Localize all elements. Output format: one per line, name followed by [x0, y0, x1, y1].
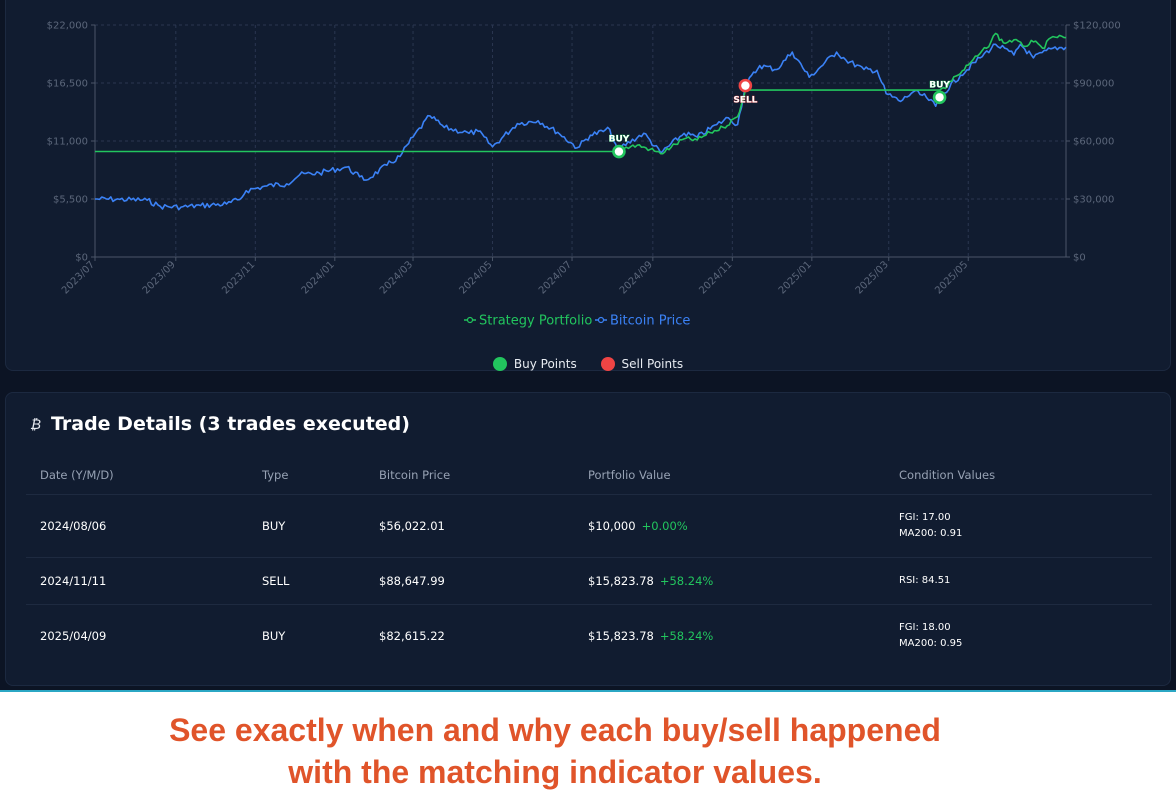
table-row[interactable]: 2025/04/09 BUY $82,615.22 $15,823.78 +58.…: [26, 605, 1152, 668]
sell-marker: [738, 78, 753, 93]
series-legend[interactable]: Strategy Portfolio Bitcoin Price: [464, 314, 690, 329]
trade-portfolio-change: +58.24%: [659, 629, 714, 643]
x-tick-label: 2025/03: [854, 259, 891, 296]
trade-portfolio-value: $15,823.78: [588, 629, 654, 643]
x-tick-label: 2024/07: [537, 259, 574, 296]
legend-portfolio-label[interactable]: Strategy Portfolio: [479, 314, 592, 329]
column-header-condition-values: Condition Values: [885, 456, 1152, 495]
trade-portfolio-value: $10,000: [588, 519, 636, 533]
trade-date: 2024/11/11: [26, 557, 248, 605]
legend-bitcoin-label[interactable]: Bitcoin Price: [610, 314, 690, 329]
table-row[interactable]: 2024/08/06 BUY $56,022.01 $10,000 +0.00% …: [26, 494, 1152, 558]
trade-conditions: FGI: 17.00 MA200: 0.91: [885, 494, 1152, 558]
x-tick-label: 2024/11: [697, 259, 734, 296]
caption-line-2: with the matching indicator values.: [288, 754, 822, 790]
x-tick-label: 2024/05: [457, 259, 494, 296]
x-tick-label: 2023/11: [220, 259, 257, 296]
chart-axes: $0 $0 $5,500 $30,000 $11,000 $60,000 $16,500 $9…: [47, 21, 1121, 297]
y-left-tick-label: $5,500: [53, 195, 88, 206]
chart-grid: [94, 24, 1066, 258]
x-tick-label: 2024/09: [618, 259, 655, 296]
trade-type: SELL: [248, 557, 365, 605]
chart-markers: BUY SELL BUY: [608, 78, 951, 159]
trade-portfolio-value: $15,823.78: [588, 574, 654, 588]
y-left-tick-label: $11,000: [47, 137, 88, 148]
condition-value: MA200: 0.95: [899, 638, 963, 649]
sell-points-label: Sell Points: [621, 357, 684, 371]
caption-line-1: See exactly when and why each buy/sell h…: [169, 712, 941, 748]
y-left-tick-label: $22,000: [47, 21, 88, 32]
sell-marker-label: SELL: [733, 96, 757, 106]
column-header-date: Date (Y/M/D): [26, 456, 248, 495]
table-header-row: Date (Y/M/D) Type Bitcoin Price Portfoli…: [26, 456, 1152, 495]
x-tick-label: 2023/07: [60, 259, 97, 296]
trade-conditions: FGI: 18.00 MA200: 0.95: [885, 605, 1152, 668]
trade-type: BUY: [262, 629, 286, 643]
buy-marker-label: BUY: [609, 135, 630, 145]
trade-conditions: RSI: 84.51: [885, 557, 1152, 605]
y-left-tick-label: $16,500: [47, 79, 88, 90]
y-right-tick-label: $30,000: [1073, 195, 1114, 206]
trade-type: BUY: [248, 494, 365, 558]
bitcoin-icon: ₿: [30, 416, 41, 433]
trade-date: 2025/04/09: [40, 629, 107, 643]
buy-marker: [612, 144, 626, 159]
x-tick-label: 2024/01: [300, 259, 337, 296]
points-legend: Buy Points Sell Points: [0, 357, 1176, 374]
condition-value: FGI: 17.00: [899, 512, 951, 523]
x-tick-label: 2023/09: [141, 259, 178, 296]
y-left-tick-label: $0: [75, 253, 88, 264]
column-header-portfolio-value: Portfolio Value: [574, 456, 885, 495]
sell-points-legend[interactable]: Sell Points: [600, 357, 684, 371]
condition-value: FGI: 18.00: [899, 622, 951, 633]
promo-caption: See exactly when and why each buy/sell h…: [0, 709, 1110, 793]
trade-bitcoin-price: $88,647.99: [365, 557, 574, 605]
app-frame: $0 $0 $5,500 $30,000 $11,000 $60,000 $16,500 $9…: [0, 0, 1176, 692]
x-tick-label: 2024/03: [378, 259, 415, 296]
chart-series: [95, 32, 1067, 211]
trade-details-title: Trade Details (3 trades executed): [51, 413, 410, 435]
trade-portfolio-cell: $15,823.78 +58.24%: [574, 557, 885, 605]
y-right-tick-label: $60,000: [1073, 137, 1114, 148]
trade-portfolio-cell: $15,823.78 +58.24%: [574, 605, 885, 668]
trade-details-header: ₿ Trade Details (3 trades executed): [30, 413, 410, 435]
buy-points-legend[interactable]: Buy Points: [492, 357, 577, 371]
x-tick-label: 2025/01: [777, 259, 814, 296]
performance-chart: $0 $0 $5,500 $30,000 $11,000 $60,000 $16,500 $9…: [47, 21, 1121, 329]
y-right-tick-label: $90,000: [1073, 79, 1114, 90]
trade-portfolio-change: +58.24%: [659, 574, 714, 588]
trade-portfolio-change: +0.00%: [641, 519, 688, 533]
condition-value: RSI: 84.51: [899, 575, 951, 586]
trade-date: 2024/08/06: [26, 494, 248, 558]
trade-bitcoin-price: $56,022.01: [365, 494, 574, 558]
table-row[interactable]: 2024/11/11 SELL $88,647.99 $15,823.78 +58…: [26, 557, 1152, 605]
buy-marker: [932, 90, 947, 105]
series-line-bitcoin-price: [95, 43, 1067, 211]
column-header-bitcoin-price: Bitcoin Price: [365, 456, 574, 495]
y-right-tick-label: $120,000: [1073, 21, 1121, 32]
trade-portfolio-cell: $10,000 +0.00%: [574, 494, 885, 558]
condition-value: MA200: 0.91: [899, 528, 963, 539]
x-tick-label: 2025/05: [933, 259, 970, 296]
buy-marker-label: BUY: [929, 80, 950, 90]
y-right-tick-label: $0: [1073, 253, 1086, 264]
app-bottom-border: [0, 690, 1176, 692]
trade-table: Date (Y/M/D) Type Bitcoin Price Portfoli…: [26, 456, 1152, 667]
buy-point-dot-icon: [492, 357, 507, 371]
column-header-type: Type: [248, 456, 365, 495]
trade-bitcoin-price: $82,615.22: [379, 629, 445, 643]
sell-point-dot-icon: [600, 357, 615, 371]
buy-points-label: Buy Points: [513, 357, 577, 371]
